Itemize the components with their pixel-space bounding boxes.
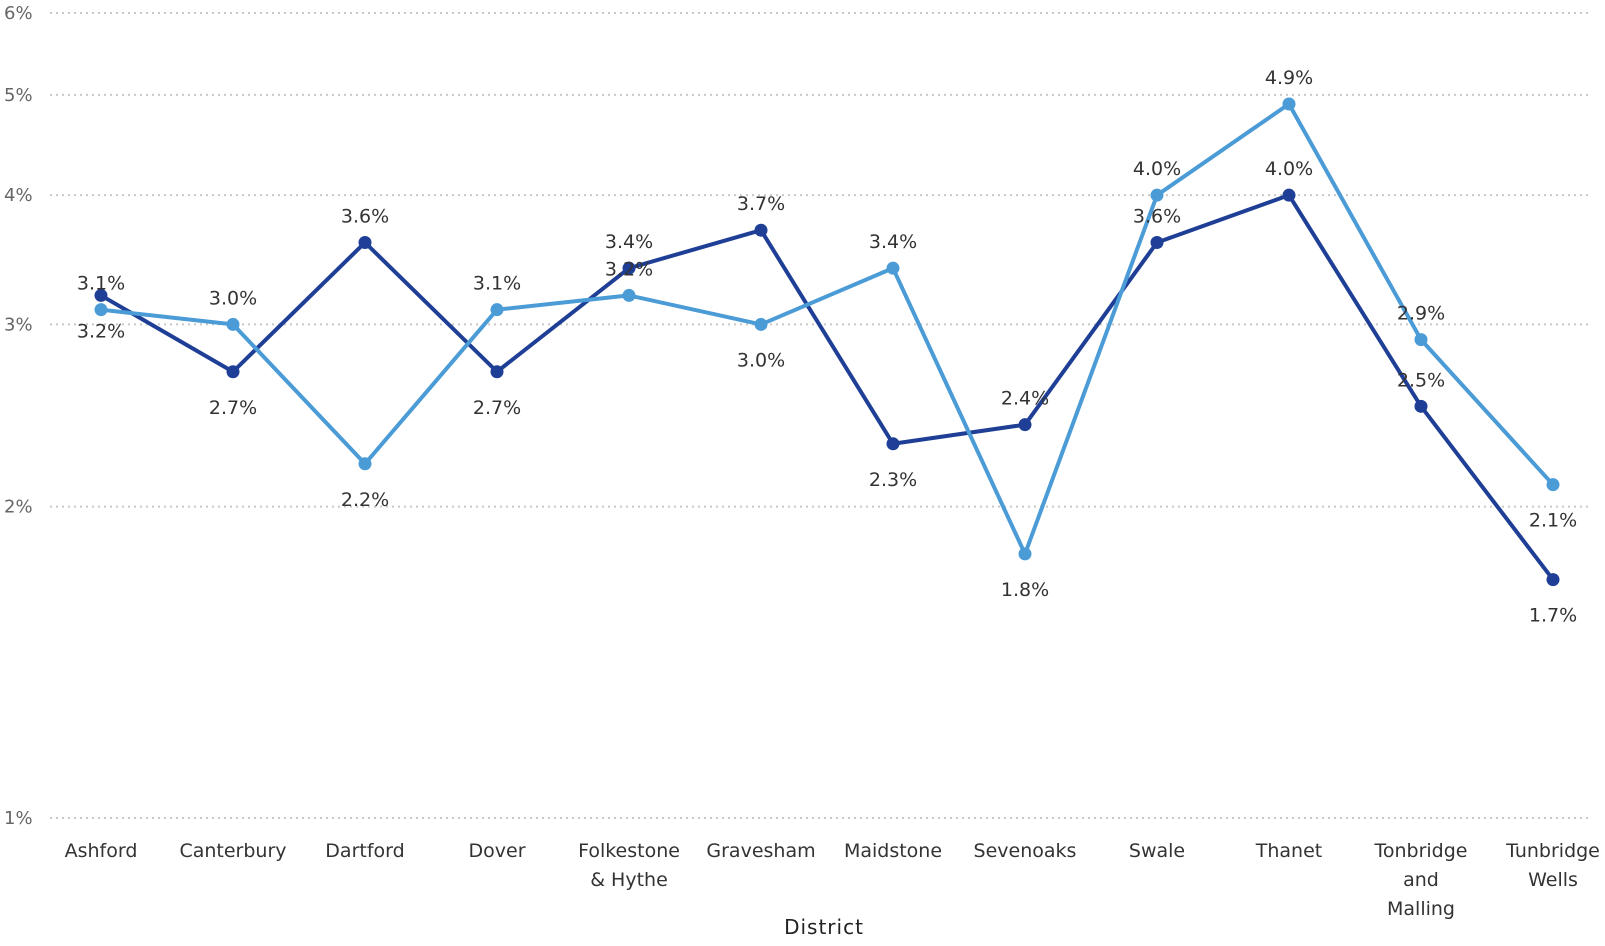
data-point bbox=[1546, 478, 1560, 492]
data-label: 2.3% bbox=[869, 469, 917, 491]
x-tick-label: Swale bbox=[1129, 840, 1185, 862]
data-point bbox=[1150, 188, 1164, 202]
data-label: 2.7% bbox=[473, 397, 521, 419]
data-point bbox=[1018, 547, 1032, 561]
data-point bbox=[94, 288, 108, 302]
data-label: 3.6% bbox=[1133, 206, 1181, 228]
data-label: 1.7% bbox=[1529, 605, 1577, 627]
y-tick-label: 5% bbox=[4, 85, 33, 106]
x-axis: Ashford Canterbury Dartford Dover Folkestone… bbox=[65, 840, 1600, 920]
data-label: 4.9% bbox=[1265, 67, 1313, 89]
data-point bbox=[754, 223, 768, 237]
grid-layer bbox=[50, 12, 1590, 819]
data-point bbox=[358, 236, 372, 250]
data-point bbox=[226, 365, 240, 379]
data-label: 2.7% bbox=[209, 397, 257, 419]
data-point bbox=[1414, 333, 1428, 347]
data-label: 3.2% bbox=[605, 258, 653, 280]
data-label: 3.4% bbox=[605, 231, 653, 253]
data-label: 3.6% bbox=[341, 206, 389, 228]
data-point bbox=[754, 317, 768, 331]
y-tick-label: 6% bbox=[4, 3, 33, 24]
data-point bbox=[622, 261, 636, 275]
data-point bbox=[1018, 418, 1032, 432]
data-label: 3.1% bbox=[77, 273, 125, 295]
data-point bbox=[1282, 188, 1296, 202]
data-point bbox=[1546, 573, 1560, 587]
y-tick-label: 3% bbox=[4, 314, 33, 335]
x-tick-label: Canterbury bbox=[179, 840, 286, 862]
x-axis-title: District bbox=[784, 915, 864, 939]
data-label: 2.5% bbox=[1397, 369, 1445, 391]
data-label: 2.4% bbox=[1001, 388, 1049, 410]
x-tick-label: Gravesham bbox=[706, 840, 815, 862]
x-tick-label: Thanet bbox=[1255, 840, 1322, 862]
data-point bbox=[490, 303, 504, 317]
data-point bbox=[1282, 97, 1296, 111]
y-tick-label: 2% bbox=[4, 497, 33, 518]
data-label: 3.7% bbox=[737, 193, 785, 215]
data-label: 3.2% bbox=[77, 320, 125, 342]
data-label: 2.1% bbox=[1529, 510, 1577, 532]
y-tick-label: 4% bbox=[4, 185, 33, 206]
x-tick-label: Dartford bbox=[325, 840, 404, 862]
data-point bbox=[886, 261, 900, 275]
data-point bbox=[94, 303, 108, 317]
data-label-layer: 3.2% 2.7% 3.6% 2.7% 3.4% 3.7% 2.3% 2.4% 3.6% 4.0%… bbox=[77, 67, 1577, 627]
data-label: 4.0% bbox=[1133, 158, 1181, 180]
x-tick-label: Folkestone & Hythe bbox=[578, 840, 680, 891]
x-tick-label: Tunbridge Wells bbox=[1505, 840, 1600, 891]
y-axis: 1% 2% 3% 4% 5% 6% bbox=[4, 3, 33, 829]
x-tick-label: Maidstone bbox=[844, 840, 942, 862]
data-point bbox=[490, 365, 504, 379]
x-tick-label: Ashford bbox=[65, 840, 138, 862]
data-label: 2.9% bbox=[1397, 303, 1445, 325]
series-line bbox=[100, 101, 1555, 556]
data-label: 3.1% bbox=[473, 273, 521, 295]
data-label: 4.0% bbox=[1265, 158, 1313, 180]
data-point bbox=[622, 288, 636, 302]
data-label: 2.2% bbox=[341, 489, 389, 511]
data-point bbox=[1150, 236, 1164, 250]
series-line bbox=[99, 193, 1555, 581]
data-point bbox=[1414, 399, 1428, 413]
series-layer bbox=[94, 97, 1560, 587]
x-tick-label: Sevenoaks bbox=[974, 840, 1077, 862]
x-tick-label: Tonbridge and Malling bbox=[1373, 840, 1467, 920]
series-2 bbox=[94, 97, 1560, 561]
data-point bbox=[358, 457, 372, 471]
y-tick-label: 1% bbox=[4, 808, 33, 829]
data-point bbox=[886, 437, 900, 451]
x-tick-label: Dover bbox=[469, 840, 526, 862]
data-label: 3.0% bbox=[209, 287, 257, 309]
data-label: 1.8% bbox=[1001, 579, 1049, 601]
data-label: 3.0% bbox=[737, 349, 785, 371]
series-1 bbox=[94, 188, 1560, 587]
data-point bbox=[226, 317, 240, 331]
data-label: 3.4% bbox=[869, 231, 917, 253]
